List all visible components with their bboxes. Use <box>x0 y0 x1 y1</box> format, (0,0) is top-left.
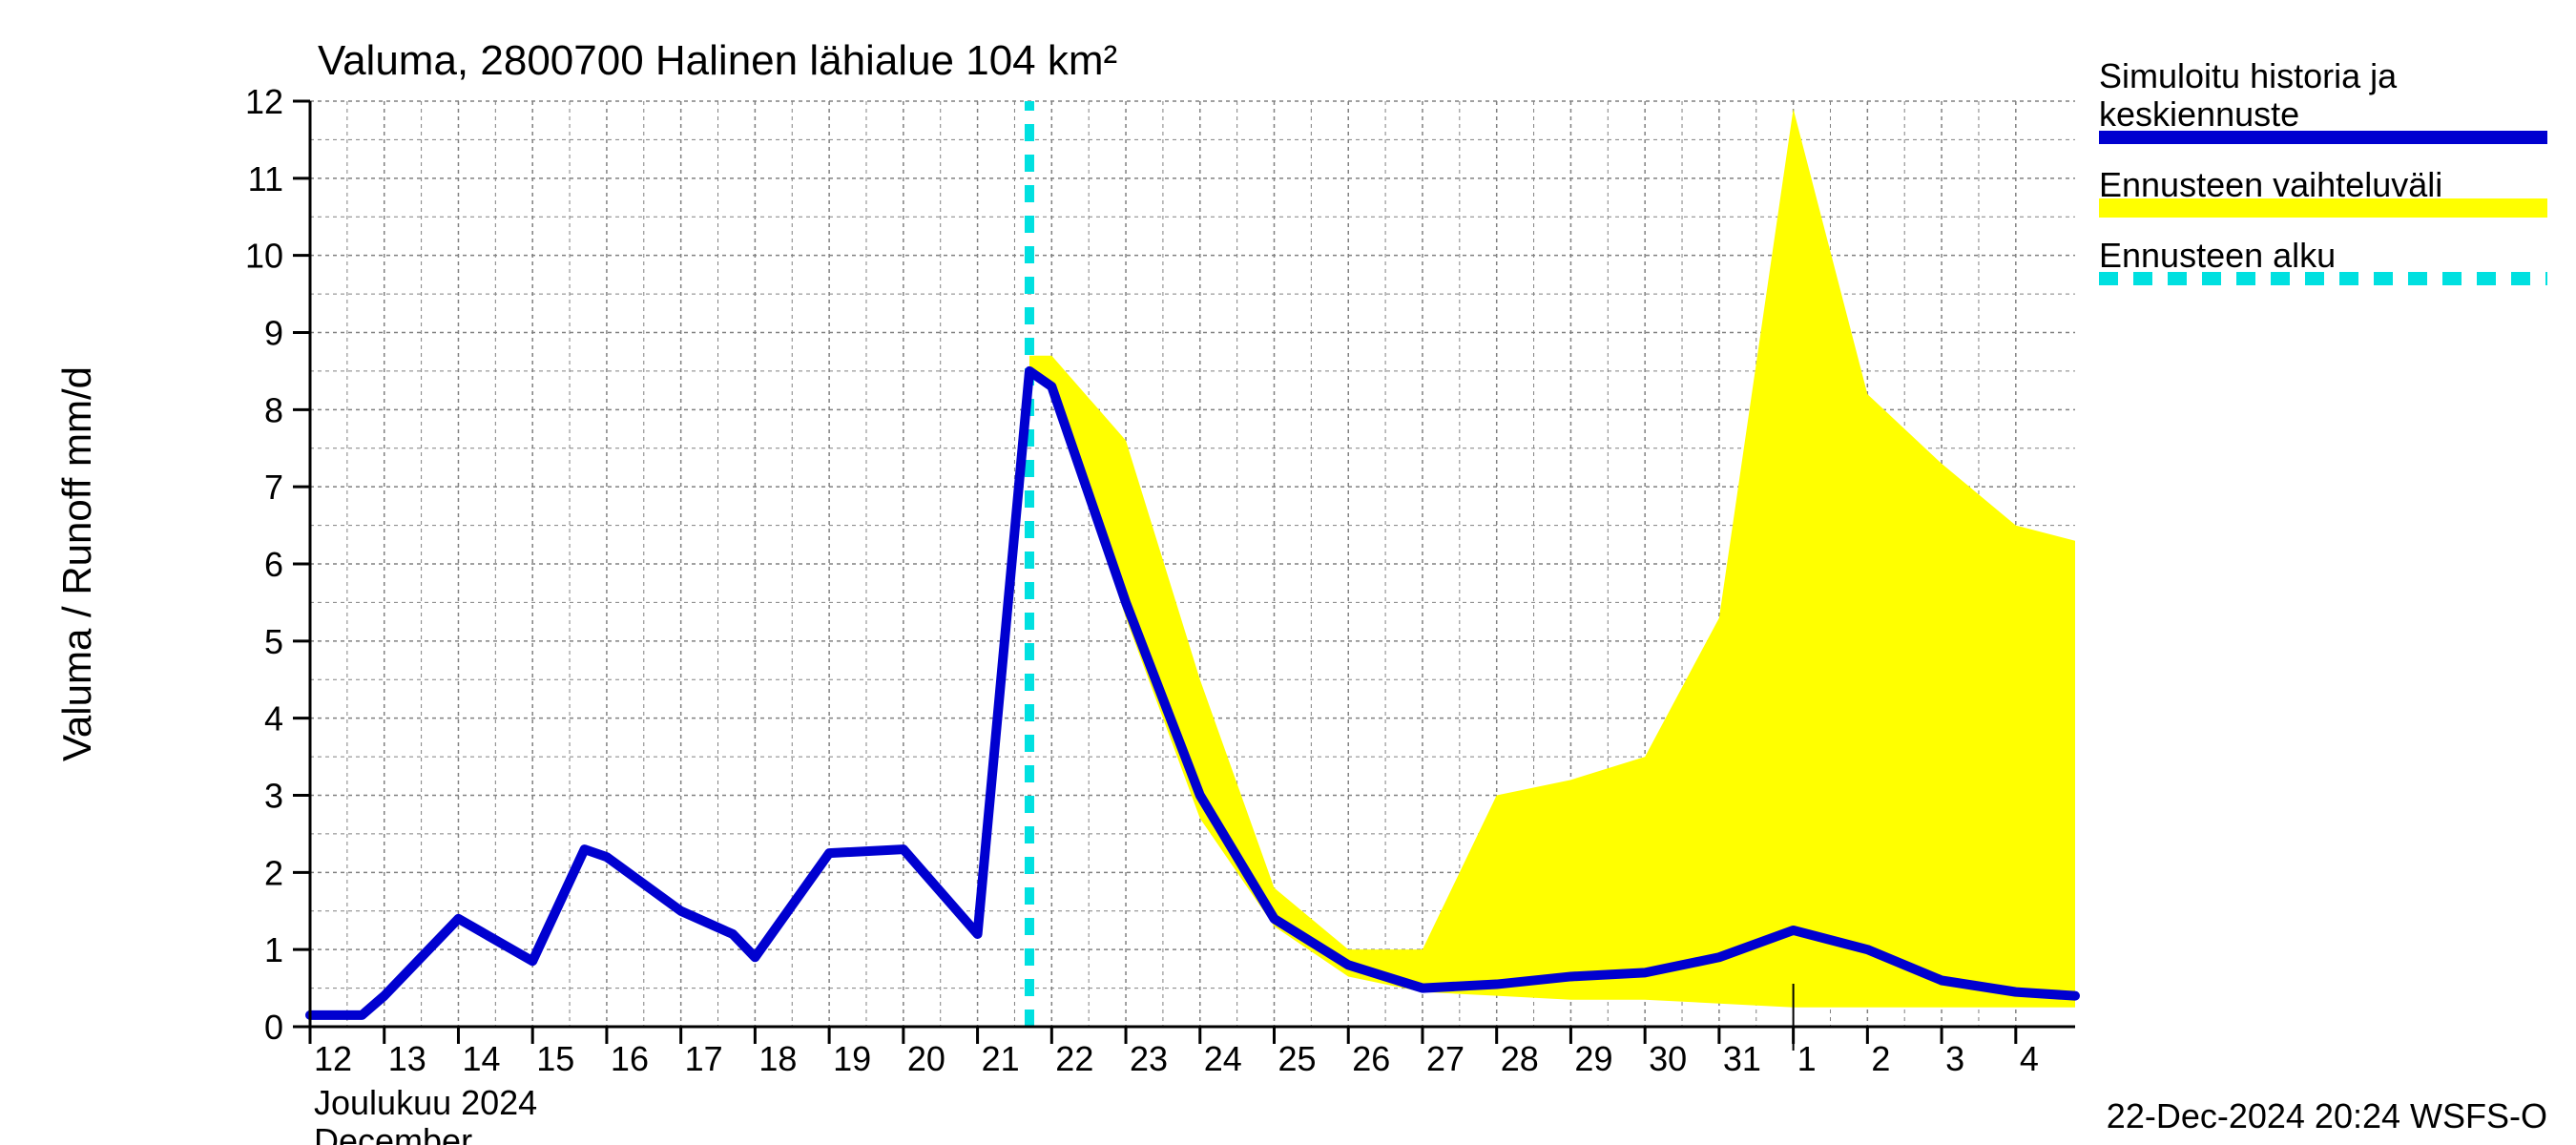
y-tick-label: 4 <box>264 699 283 739</box>
x-tick-label: 23 <box>1130 1039 1168 1078</box>
x-tick-label: 1 <box>1797 1039 1817 1078</box>
chart-footer: 22-Dec-2024 20:24 WSFS-O <box>2107 1096 2547 1135</box>
y-tick-label: 8 <box>264 390 283 429</box>
x-tick-label: 18 <box>758 1039 797 1078</box>
x-tick-label: 28 <box>1501 1039 1539 1078</box>
x-tick-label: 27 <box>1426 1039 1465 1078</box>
x-tick-label: 15 <box>536 1039 574 1078</box>
legend-label: Ennusteen vaihteluväli <box>2099 165 2442 204</box>
y-tick-label: 6 <box>264 545 283 584</box>
y-tick-label: 1 <box>264 930 283 969</box>
y-tick-label: 5 <box>264 622 283 661</box>
y-tick-label: 10 <box>245 237 283 276</box>
x-tick-label: 31 <box>1723 1039 1761 1078</box>
x-tick-label: 3 <box>1945 1039 1964 1078</box>
x-tick-label: 22 <box>1055 1039 1093 1078</box>
x-tick-label: 17 <box>685 1039 723 1078</box>
x-tick-label: 20 <box>907 1039 945 1078</box>
x-tick-label: 14 <box>462 1039 500 1078</box>
x-tick-label: 21 <box>982 1039 1020 1078</box>
chart-title: Valuma, 2800700 Halinen lähialue 104 km² <box>318 37 1117 84</box>
x-tick-label: 26 <box>1352 1039 1390 1078</box>
legend-swatch-fill <box>2099 198 2547 218</box>
runoff-chart: 0123456789101112121314151617181920212223… <box>0 0 2576 1145</box>
x-month-label-en: December <box>314 1121 472 1145</box>
x-tick-label: 4 <box>2020 1039 2039 1078</box>
x-tick-label: 12 <box>314 1039 352 1078</box>
x-tick-label: 16 <box>611 1039 649 1078</box>
y-tick-label: 3 <box>264 777 283 816</box>
x-tick-label: 29 <box>1574 1039 1612 1078</box>
x-tick-label: 30 <box>1649 1039 1687 1078</box>
legend-label: Simuloitu historia ja <box>2099 56 2398 95</box>
y-tick-label: 2 <box>264 853 283 892</box>
y-tick-label: 9 <box>264 314 283 353</box>
y-tick-label: 0 <box>264 1008 283 1047</box>
x-tick-label: 24 <box>1204 1039 1242 1078</box>
x-tick-label: 25 <box>1278 1039 1317 1078</box>
y-tick-label: 11 <box>248 159 283 198</box>
x-tick-label: 13 <box>388 1039 426 1078</box>
x-tick-label: 19 <box>833 1039 871 1078</box>
x-tick-label: 2 <box>1871 1039 1890 1078</box>
y-tick-label: 7 <box>264 468 283 507</box>
legend-label: Ennusteen alku <box>2099 236 2336 275</box>
chart-container: 0123456789101112121314151617181920212223… <box>0 0 2576 1145</box>
y-axis-label: Valuma / Runoff mm/d <box>54 366 99 761</box>
x-month-label-fi: Joulukuu 2024 <box>314 1083 537 1122</box>
y-tick-label: 12 <box>245 82 283 121</box>
legend-label: keskiennuste <box>2099 94 2299 134</box>
